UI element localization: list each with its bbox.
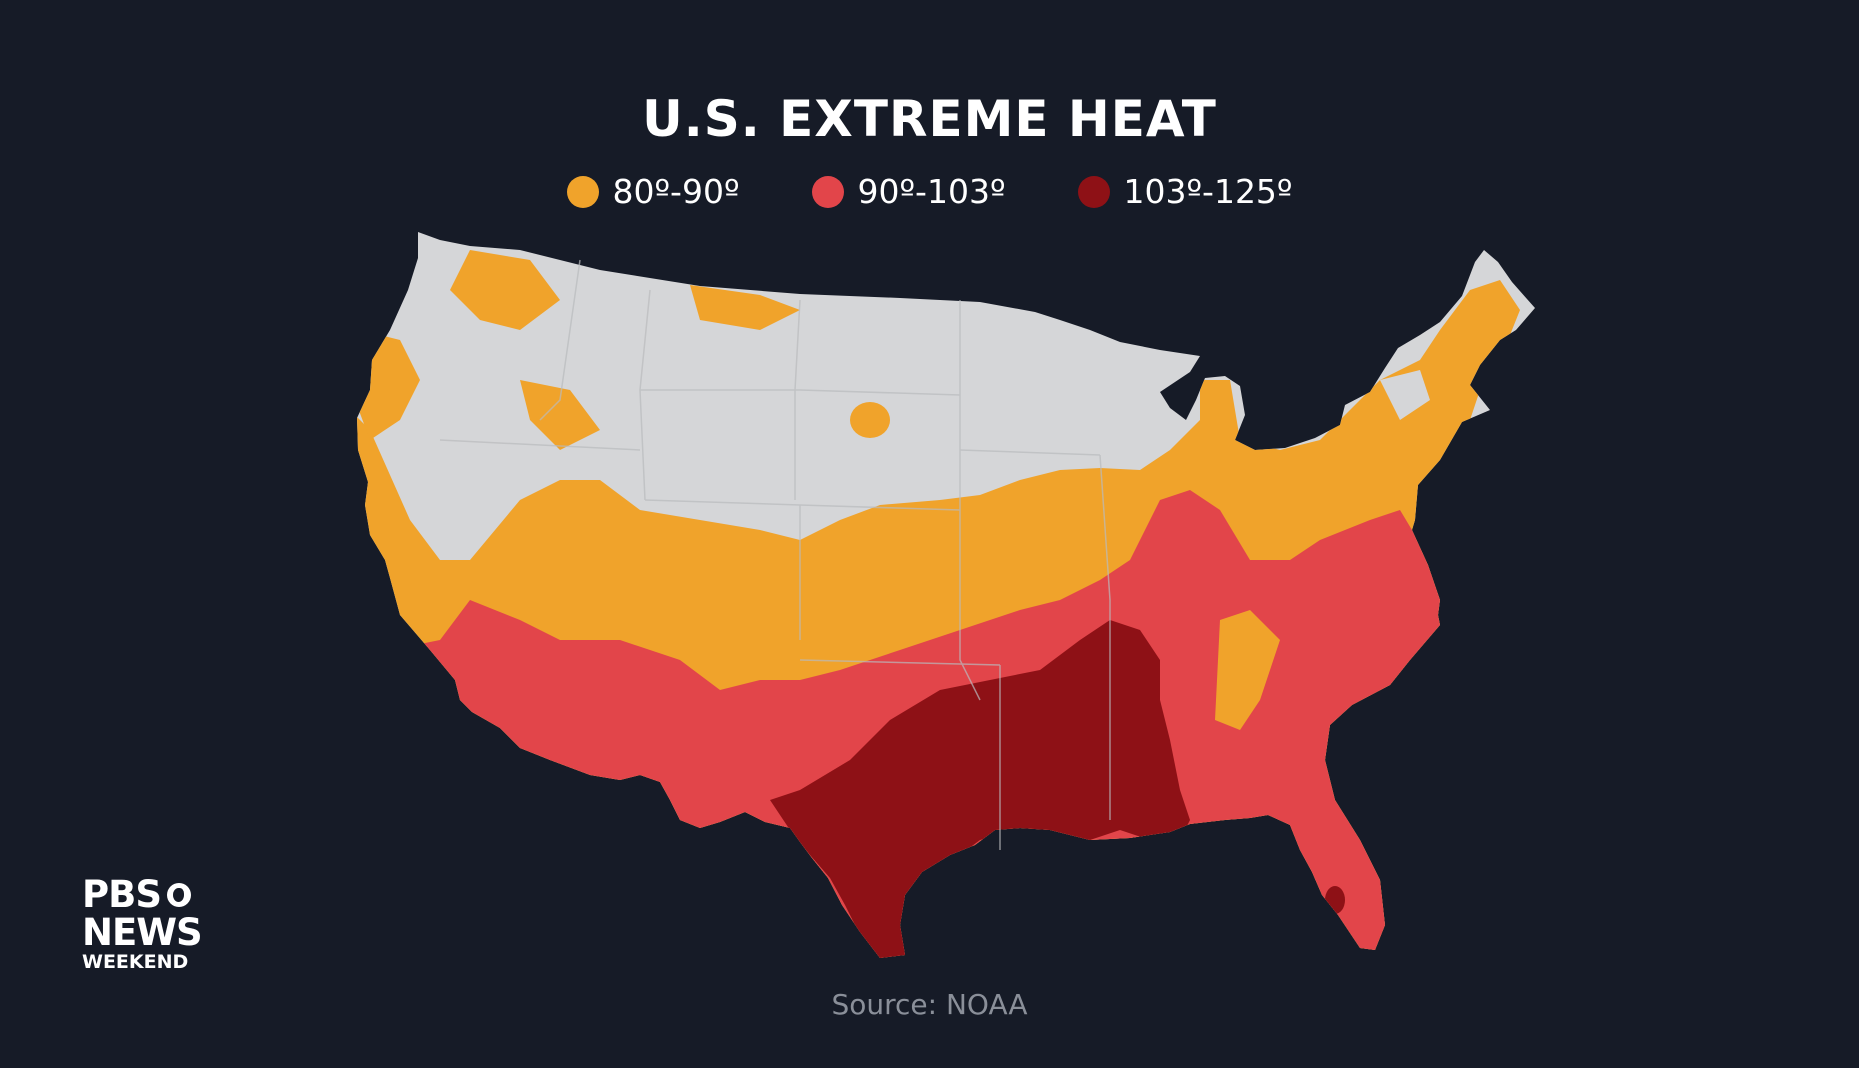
pbs-news-weekend-logo: PBS NEWS WEEKEND xyxy=(82,873,203,973)
legend-swatch-90-103 xyxy=(811,175,844,208)
legend-label-103-125: 103º-125º xyxy=(1123,172,1293,211)
legend-item-103-125: 103º-125º xyxy=(1077,172,1293,211)
logo-line-3: WEEKEND xyxy=(82,951,189,973)
logo-line-2: NEWS xyxy=(82,911,203,954)
legend: 80º-90º 90º-103º 103º-125º xyxy=(0,172,1859,211)
legend-swatch-80-90 xyxy=(566,175,599,208)
legend-label-90-103: 90º-103º xyxy=(857,172,1006,211)
pbs-head-icon xyxy=(166,882,191,907)
source-caption: Source: NOAA xyxy=(831,988,1028,1021)
legend-item-80-90: 80º-90º xyxy=(566,172,740,211)
legend-swatch-103-125 xyxy=(1077,175,1110,208)
map-title: U.S. EXTREME HEAT xyxy=(642,90,1217,148)
legend-label-80-90: 80º-90º xyxy=(612,172,740,211)
legend-item-90-103: 90º-103º xyxy=(811,172,1006,211)
logo-line-1: PBS xyxy=(82,873,162,916)
